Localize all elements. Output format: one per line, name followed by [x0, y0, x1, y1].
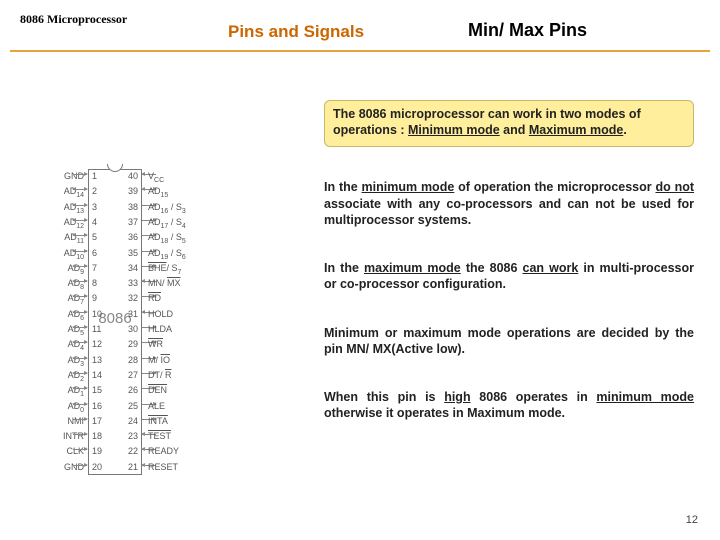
p1-underline-min: Minimum mode	[408, 123, 500, 137]
pin-label: DT/ R	[148, 370, 172, 380]
pin-right-36: 36 AD18 / S5	[8, 232, 228, 247]
pin-label: AD15	[148, 186, 168, 199]
paragraph-4: Minimum or maximum mode operations are d…	[324, 325, 694, 358]
pin-number: 23	[120, 431, 138, 441]
page-number: 12	[686, 514, 698, 526]
paragraph-3: In the maximum mode the 8086 can work in…	[324, 260, 694, 293]
pin-right-26: 26 DEN	[8, 385, 228, 400]
title-mid: Pins and Signals	[228, 22, 364, 42]
pin-right-29: 29 WR	[8, 339, 228, 354]
pin-label: WR	[148, 339, 163, 349]
pin-right-23: 23 TEST	[8, 431, 228, 446]
pin-label: VCC	[148, 171, 164, 184]
p2-u-min: minimum mode	[362, 180, 455, 194]
pin-label: ALE	[148, 401, 165, 411]
pin-number: 25	[120, 401, 138, 411]
p3-a: In the	[324, 261, 364, 275]
p1-text-c: and	[500, 123, 529, 137]
pin-label: DEN	[148, 385, 167, 395]
pin-right-31: 31 HOLD	[8, 309, 228, 324]
pin-label: AD19 / S6	[148, 248, 186, 261]
pin-right-21: 21 RESET	[8, 462, 228, 477]
content: The 8086 microprocessor can work in two …	[324, 100, 694, 454]
p3-u-max: maximum mode	[364, 261, 461, 275]
pin-number: 29	[120, 339, 138, 349]
pin-right-35: 35 AD19 / S6	[8, 248, 228, 263]
p2-a: In the	[324, 180, 362, 194]
pin-diagram: 8086 GND1AD142AD133AD124AD115AD106AD97AD…	[8, 165, 228, 495]
pin-right-39: 39 AD15	[8, 186, 228, 201]
pin-number: 37	[120, 217, 138, 227]
pin-label: AD16 / S3	[148, 202, 186, 215]
pin-label: TEST	[148, 431, 171, 441]
pin-label: AD18 / S5	[148, 232, 186, 245]
pin-right-27: 27 DT/ R	[8, 370, 228, 385]
title-right: Min/ Max Pins	[468, 20, 587, 41]
pin-number: 34	[120, 263, 138, 273]
pin-number: 39	[120, 186, 138, 196]
pin-number: 27	[120, 370, 138, 380]
p2-u-donot: do not	[655, 180, 694, 194]
pin-label: HLDA	[148, 324, 172, 334]
pin-number: 30	[120, 324, 138, 334]
pin-number: 26	[120, 385, 138, 395]
pin-number: 38	[120, 202, 138, 212]
pin-number: 28	[120, 355, 138, 365]
pin-label: M/ IO	[148, 355, 170, 365]
pin-right-30: 30 HLDA	[8, 324, 228, 339]
pin-right-24: 24 INTA	[8, 416, 228, 431]
pin-label: HOLD	[148, 309, 173, 319]
p5-u-min: minimum mode	[596, 390, 694, 404]
pin-right-37: 37 AD17 / S4	[8, 217, 228, 232]
p1-underline-max: Maximum mode	[529, 123, 623, 137]
divider	[10, 50, 710, 52]
p5-c: 8086 operates in	[471, 390, 597, 404]
pin-number: 21	[120, 462, 138, 472]
paragraph-2: In the minimum mode of operation the mic…	[324, 179, 694, 228]
p5-e: otherwise it operates in Maximum mode.	[324, 406, 565, 420]
pin-right-22: 22 READY	[8, 446, 228, 461]
paragraph-5: When this pin is high 8086 operates in m…	[324, 389, 694, 422]
pin-label: READY	[148, 446, 179, 456]
pin-right-40: 40 VCC	[8, 171, 228, 186]
p1-text-e: .	[623, 123, 626, 137]
pin-right-32: 32 RD	[8, 293, 228, 308]
pin-right-25: 25 ALE	[8, 401, 228, 416]
pin-number: 31	[120, 309, 138, 319]
pin-number: 36	[120, 232, 138, 242]
paragraph-1: The 8086 microprocessor can work in two …	[324, 100, 694, 147]
pin-label: RESET	[148, 462, 178, 472]
p2-c: of operation the microprocessor	[454, 180, 655, 194]
p5-u-high: high	[444, 390, 470, 404]
pin-number: 40	[120, 171, 138, 181]
pin-label: INTA	[148, 416, 168, 426]
pin-right-34: 34 BHE/ S7	[8, 263, 228, 278]
pin-label: MN/ MX	[148, 278, 181, 288]
p3-u-canwork: can work	[523, 261, 579, 275]
pin-label: AD17 / S4	[148, 217, 186, 230]
pin-right-28: 28 M/ IO	[8, 355, 228, 370]
p5-a: When this pin is	[324, 390, 444, 404]
pin-number: 35	[120, 248, 138, 258]
p2-e: associate with any co-processors and can…	[324, 197, 694, 227]
pin-number: 24	[120, 416, 138, 426]
p3-c: the 8086	[461, 261, 523, 275]
pin-label: BHE/ S7	[148, 263, 181, 276]
pin-number: 22	[120, 446, 138, 456]
pin-right-38: 38 AD16 / S3	[8, 202, 228, 217]
pin-label: RD	[148, 293, 161, 303]
pin-number: 33	[120, 278, 138, 288]
pin-right-33: 33 MN/ MX	[8, 278, 228, 293]
pin-number: 32	[120, 293, 138, 303]
topic-label: 8086 Microprocessor	[20, 12, 127, 27]
